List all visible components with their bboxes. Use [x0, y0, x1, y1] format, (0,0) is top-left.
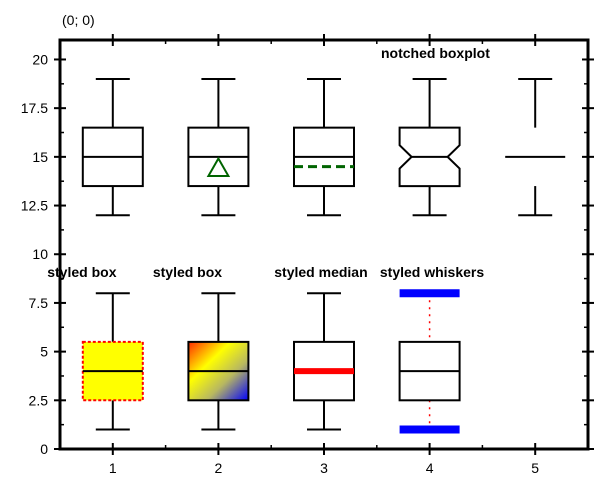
- y-tick-label: 2.5: [29, 392, 49, 408]
- coordinate-readout: (0; 0): [62, 12, 95, 28]
- x-tick-label: 3: [320, 460, 328, 476]
- y-tick-label: 7.5: [29, 295, 49, 311]
- y-tick-label: 5: [40, 344, 48, 360]
- x-tick-label: 4: [426, 460, 434, 476]
- x-tick-label: 5: [531, 460, 539, 476]
- chart-annotation: styled median: [274, 264, 367, 280]
- y-tick-label: 17.5: [21, 100, 48, 116]
- box-notched-body: [398, 126, 461, 188]
- chart-annotation: styled box: [47, 264, 116, 280]
- x-tick-label: 1: [109, 460, 117, 476]
- y-tick-label: 15: [32, 149, 48, 165]
- y-tick-label: 10: [32, 246, 48, 262]
- chart-annotation: notched boxplot: [381, 45, 490, 61]
- y-tick-label: 0: [40, 441, 48, 457]
- chart-annotation: styled whiskers: [380, 264, 484, 280]
- chart-annotation: styled box: [153, 264, 222, 280]
- y-tick-label: 20: [32, 51, 48, 67]
- y-tick-label: 12.5: [21, 198, 48, 214]
- box-mean-marker: [206, 156, 231, 178]
- x-tick-label: 2: [215, 460, 223, 476]
